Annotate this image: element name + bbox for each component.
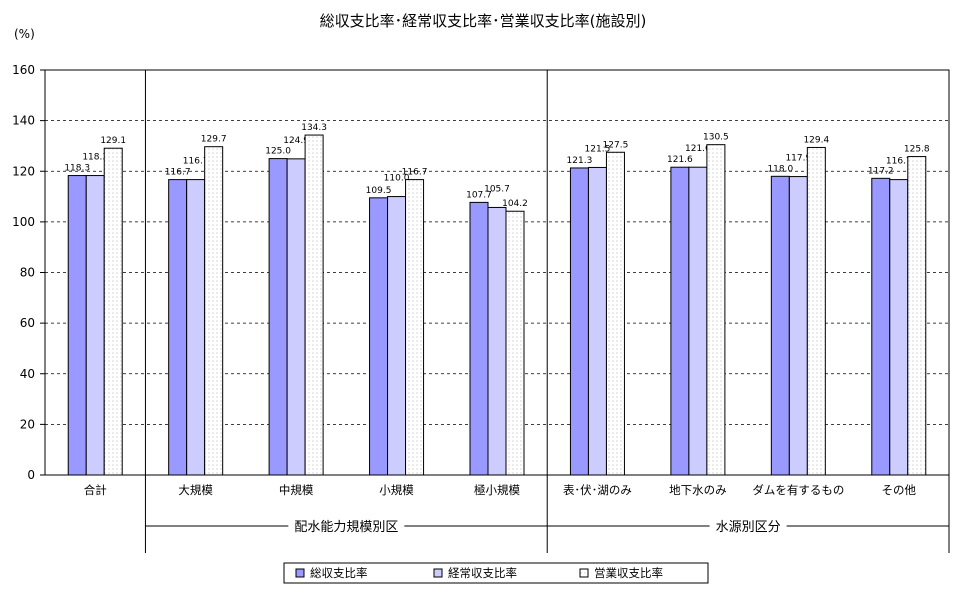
y-tick-label: 160 <box>12 63 35 77</box>
bar <box>605 151 625 476</box>
legend: 総収支比率 経常収支比率 営業収支比率 <box>283 562 709 584</box>
y-tick-label: 0 <box>27 468 35 482</box>
bar <box>505 210 525 476</box>
data-label: 104.2 <box>502 199 528 209</box>
data-label: 121.5 <box>585 144 611 154</box>
bar <box>67 175 87 476</box>
category-label: 合計 <box>84 483 107 497</box>
data-label: 107.7 <box>466 190 492 200</box>
bar <box>907 156 927 476</box>
bar <box>670 166 690 476</box>
data-label: 121.6 <box>685 144 711 154</box>
data-label: 129.4 <box>803 135 829 145</box>
bar <box>469 201 489 476</box>
category-label: 極小規模 <box>474 483 520 497</box>
bar <box>889 179 909 476</box>
bar <box>268 158 288 476</box>
legend-label: 営業収支比率 <box>594 566 663 580</box>
y-unit-label: (%) <box>14 27 35 41</box>
bar <box>286 158 306 476</box>
chart-title: 総収支比率･経常収支比率･営業収支比率(施設別) <box>320 12 647 30</box>
legend-box <box>283 562 709 584</box>
data-label: 134.3 <box>301 123 327 133</box>
data-label: 110.0 <box>384 174 410 184</box>
data-label: 124.9 <box>283 136 309 146</box>
data-label: 130.5 <box>703 133 729 143</box>
data-label: 129.7 <box>201 135 227 145</box>
data-label: 121.3 <box>567 156 593 166</box>
data-label: 116.7 <box>886 157 912 167</box>
category-label: 地下水のみ <box>669 483 727 497</box>
category-label: 表･伏･湖のみ <box>563 483 632 497</box>
bar <box>85 175 105 476</box>
bar <box>168 179 188 476</box>
bar <box>788 176 808 476</box>
data-label: 121.6 <box>667 155 693 165</box>
category-label: 大規模 <box>178 483 213 497</box>
y-tick-label: 60 <box>20 316 35 330</box>
y-tick-label: 140 <box>12 114 35 128</box>
legend-label: 経常収支比率 <box>448 566 517 580</box>
data-label: 129.1 <box>100 136 126 146</box>
bar <box>405 179 425 476</box>
data-label: 118.3 <box>64 164 90 174</box>
group-label: 水源別区分 <box>716 520 781 535</box>
data-label: 116.7 <box>165 168 191 178</box>
y-tick-label: 40 <box>20 367 35 381</box>
legend-swatch <box>579 568 589 578</box>
data-label: 116.7 <box>183 157 209 167</box>
bar <box>304 134 324 476</box>
y-tick-label: 100 <box>12 215 35 229</box>
bar <box>806 146 826 476</box>
category-label: 中規模 <box>279 483 314 497</box>
legend-swatch <box>295 568 305 578</box>
bar <box>103 147 123 476</box>
data-label: 127.5 <box>603 140 629 150</box>
bar <box>204 146 224 476</box>
bar <box>688 166 708 476</box>
data-label: 105.7 <box>484 184 510 194</box>
bar <box>770 175 790 476</box>
bar <box>369 197 389 476</box>
y-tick-label: 80 <box>20 266 35 280</box>
category-label: 小規模 <box>379 483 414 497</box>
data-label: 117.2 <box>868 166 894 176</box>
bar <box>387 196 407 476</box>
data-label: 125.8 <box>904 145 930 155</box>
bar <box>706 144 726 476</box>
bar <box>186 179 206 476</box>
category-label: その他 <box>882 483 917 497</box>
data-label: 117.9 <box>785 154 811 164</box>
data-label: 118.0 <box>767 164 793 174</box>
y-tick-label: 20 <box>20 417 35 431</box>
data-label: 125.0 <box>265 147 291 157</box>
legend-label: 総収支比率 <box>310 566 368 580</box>
bar <box>587 166 607 476</box>
data-label: 116.7 <box>402 168 428 178</box>
bar <box>487 206 507 476</box>
data-label: 109.5 <box>366 186 392 196</box>
group-label: 配水能力規模別区 <box>294 520 398 535</box>
y-tick-label: 120 <box>12 164 35 178</box>
category-label: ダムを有するもの <box>752 483 844 497</box>
bar <box>569 167 589 476</box>
data-label: 118.3 <box>82 153 108 163</box>
legend-swatch <box>433 568 443 578</box>
bar <box>871 177 891 476</box>
